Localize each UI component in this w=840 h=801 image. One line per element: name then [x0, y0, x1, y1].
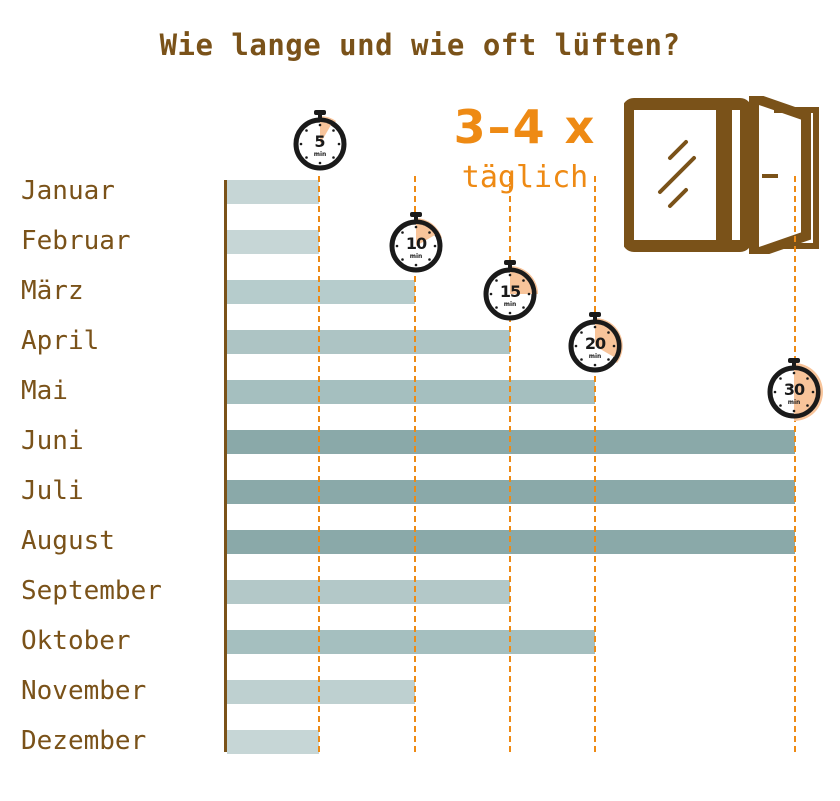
timer-unit: min	[313, 151, 327, 158]
gridline-10min	[414, 176, 416, 752]
stopwatch-5min-icon: 5 min	[290, 106, 350, 176]
bar-juni	[227, 430, 795, 454]
bar-maerz	[227, 280, 415, 304]
timer-value: 15	[499, 282, 521, 301]
month-label-november: November	[21, 676, 147, 706]
window-icon	[622, 90, 824, 262]
bar-februar	[227, 230, 319, 254]
stopwatch-15min-icon: 15 min	[480, 256, 542, 326]
page-title: Wie lange und wie oft lüften?	[159, 28, 681, 62]
bar-januar	[227, 180, 319, 204]
timer-value: 10	[405, 234, 427, 253]
timer-unit: min	[503, 301, 517, 308]
timer-unit: min	[588, 353, 602, 360]
gridline-5min	[318, 176, 320, 752]
stopwatch-10min-icon: 10 min	[386, 208, 446, 278]
gridline-30min	[794, 176, 796, 752]
y-axis-line	[224, 180, 227, 752]
gridline-20min	[594, 176, 596, 752]
timer-unit: min	[787, 399, 801, 406]
month-label-juni: Juni	[21, 426, 84, 456]
month-label-mai: Mai	[21, 376, 68, 406]
bar-august	[227, 530, 795, 554]
stopwatch-20min-icon: 20 min	[565, 308, 629, 382]
month-label-februar: Februar	[21, 226, 131, 256]
bar-oktober	[227, 630, 595, 654]
bar-juli	[227, 480, 795, 504]
bar-dezember	[227, 730, 319, 754]
timer-value: 5	[314, 132, 326, 151]
timer-unit: min	[409, 253, 423, 260]
timer-value: 30	[783, 380, 805, 399]
month-label-dezember: Dezember	[21, 726, 147, 756]
month-label-september: September	[21, 576, 162, 606]
bar-september	[227, 580, 510, 604]
stopwatch-30min-icon: 30 min	[764, 354, 830, 428]
frequency-unit: täglich	[461, 160, 589, 195]
month-label-august: August	[21, 526, 115, 556]
month-label-maerz: März	[21, 276, 84, 306]
bar-mai	[227, 380, 595, 404]
timer-value: 20	[584, 334, 606, 353]
bar-november	[227, 680, 415, 704]
month-label-april: April	[21, 326, 100, 356]
month-label-januar: Januar	[21, 176, 115, 206]
month-label-oktober: Oktober	[21, 626, 131, 656]
frequency-count: 3–4 x	[453, 100, 597, 154]
bar-april	[227, 330, 510, 354]
gridline-15min	[509, 176, 511, 752]
month-label-juli: Juli	[21, 476, 84, 506]
